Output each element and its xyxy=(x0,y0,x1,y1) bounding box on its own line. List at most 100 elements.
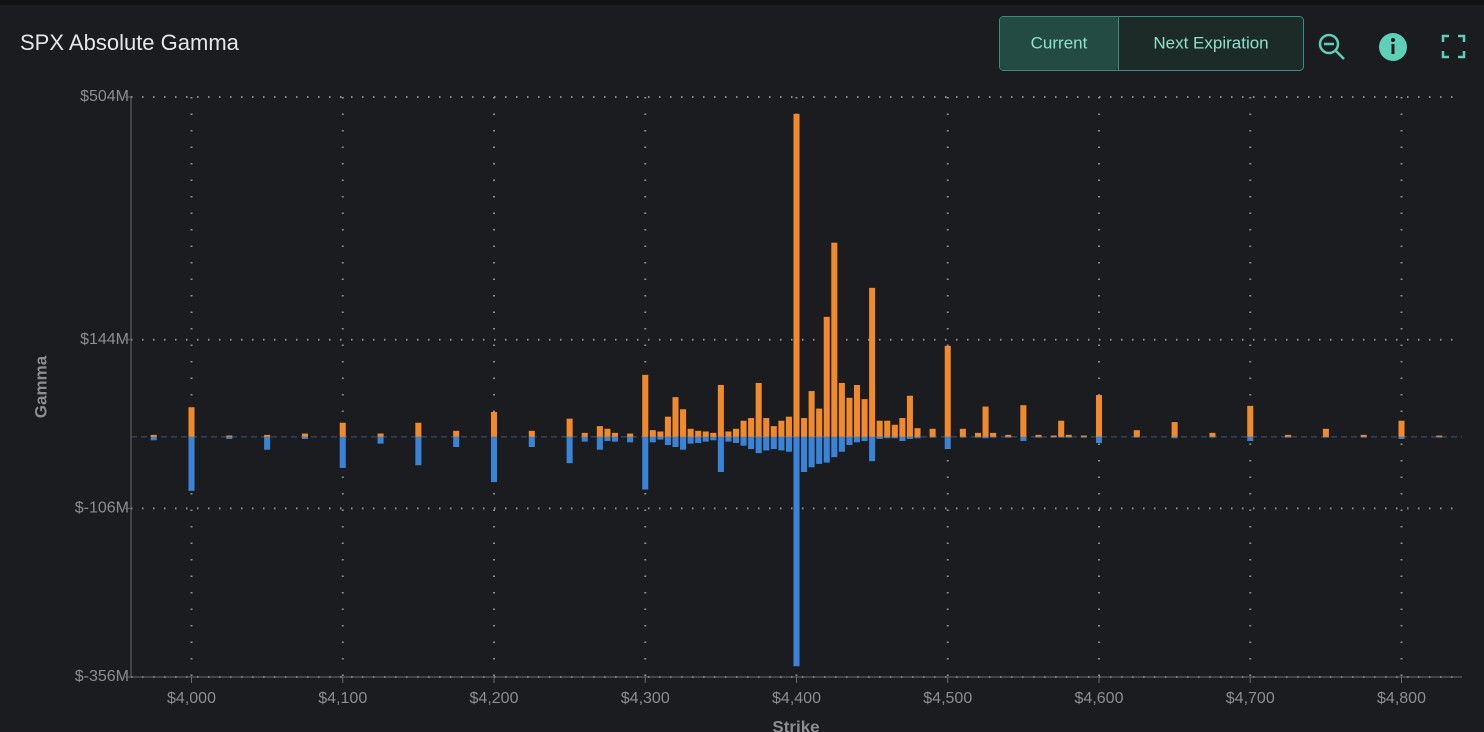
bar xyxy=(801,436,808,472)
bar xyxy=(642,374,649,437)
fullscreen-icon[interactable] xyxy=(1441,34,1466,59)
bar xyxy=(725,431,732,437)
bar xyxy=(695,436,702,443)
bar xyxy=(1436,435,1443,437)
bar xyxy=(793,436,800,667)
bar xyxy=(853,436,861,443)
bar xyxy=(596,426,603,437)
bar xyxy=(490,436,498,483)
bar xyxy=(816,436,823,464)
bar xyxy=(695,430,702,437)
bar xyxy=(808,436,815,468)
bar xyxy=(1133,436,1140,438)
bar xyxy=(680,436,687,450)
bar xyxy=(1436,436,1443,438)
bar xyxy=(528,430,535,437)
bar xyxy=(627,433,634,437)
bar xyxy=(150,434,157,437)
bar xyxy=(339,436,346,468)
bar xyxy=(906,436,913,439)
bar xyxy=(649,436,656,443)
bar xyxy=(914,436,921,439)
bar xyxy=(974,432,982,437)
bar xyxy=(740,436,747,446)
bar xyxy=(672,436,679,448)
bar xyxy=(732,428,740,437)
bar xyxy=(301,436,308,439)
bar xyxy=(884,420,891,437)
bar xyxy=(785,436,792,452)
bar xyxy=(680,409,687,437)
bar xyxy=(702,436,709,442)
bar xyxy=(301,433,308,437)
x-tick-label: $4,400 xyxy=(772,690,821,707)
bar xyxy=(453,430,460,437)
bar xyxy=(959,436,966,438)
bar xyxy=(959,428,966,437)
bar xyxy=(1080,435,1087,437)
bar xyxy=(770,436,777,450)
y-tick-label: $-356M xyxy=(75,668,129,685)
bar xyxy=(1322,436,1329,438)
x-tick-label: $4,600 xyxy=(1075,690,1124,707)
current-button[interactable] xyxy=(1000,17,1118,70)
bar xyxy=(664,436,671,445)
current-label[interactable]: Current xyxy=(1031,33,1088,52)
info-icon[interactable] xyxy=(1379,33,1407,61)
bar xyxy=(188,407,195,437)
bar xyxy=(1058,420,1065,437)
bar xyxy=(702,431,709,437)
x-tick-label: $4,200 xyxy=(470,690,519,707)
x-tick-label: $4,500 xyxy=(923,690,972,707)
bar xyxy=(657,436,664,440)
bar xyxy=(1247,436,1254,441)
bar xyxy=(649,430,656,437)
bar xyxy=(150,436,157,441)
bar xyxy=(944,436,951,450)
bar xyxy=(1050,435,1057,437)
bar xyxy=(657,431,664,437)
bar xyxy=(748,436,755,450)
bar xyxy=(642,436,649,490)
bar xyxy=(226,435,233,437)
bar xyxy=(974,436,982,438)
bar xyxy=(1065,436,1072,438)
bar xyxy=(1035,436,1042,438)
bar xyxy=(899,436,906,441)
bar xyxy=(1360,436,1367,438)
bar xyxy=(763,436,770,451)
bar xyxy=(415,422,422,437)
bar xyxy=(831,436,838,458)
bar xyxy=(929,436,936,438)
x-tick-label: $4,800 xyxy=(1377,690,1426,707)
bar xyxy=(732,436,740,443)
bar xyxy=(891,436,898,439)
bar xyxy=(778,420,785,437)
bar xyxy=(906,395,913,437)
bar xyxy=(748,418,755,437)
bar xyxy=(831,242,838,437)
bar xyxy=(1322,428,1329,437)
bar xyxy=(861,436,868,441)
bar xyxy=(490,411,498,437)
bar xyxy=(611,436,619,442)
zoom-out-icon[interactable] xyxy=(1318,33,1345,60)
x-tick-label: $4,100 xyxy=(318,690,367,707)
bar xyxy=(339,422,346,437)
bar xyxy=(876,420,883,437)
bar xyxy=(801,418,808,437)
bar xyxy=(899,418,906,437)
bar xyxy=(1360,434,1367,437)
bar xyxy=(1020,405,1027,437)
bar xyxy=(1247,405,1254,437)
bar xyxy=(770,426,777,437)
y-axis-label: Gamma xyxy=(31,355,50,418)
bar xyxy=(664,416,671,437)
x-axis-label: Strike xyxy=(772,717,819,732)
bar xyxy=(1209,432,1216,437)
bar xyxy=(1095,436,1103,443)
bar xyxy=(581,436,588,442)
next-expiration-button[interactable]: Next Expiration xyxy=(1153,33,1268,52)
bar xyxy=(884,436,891,439)
